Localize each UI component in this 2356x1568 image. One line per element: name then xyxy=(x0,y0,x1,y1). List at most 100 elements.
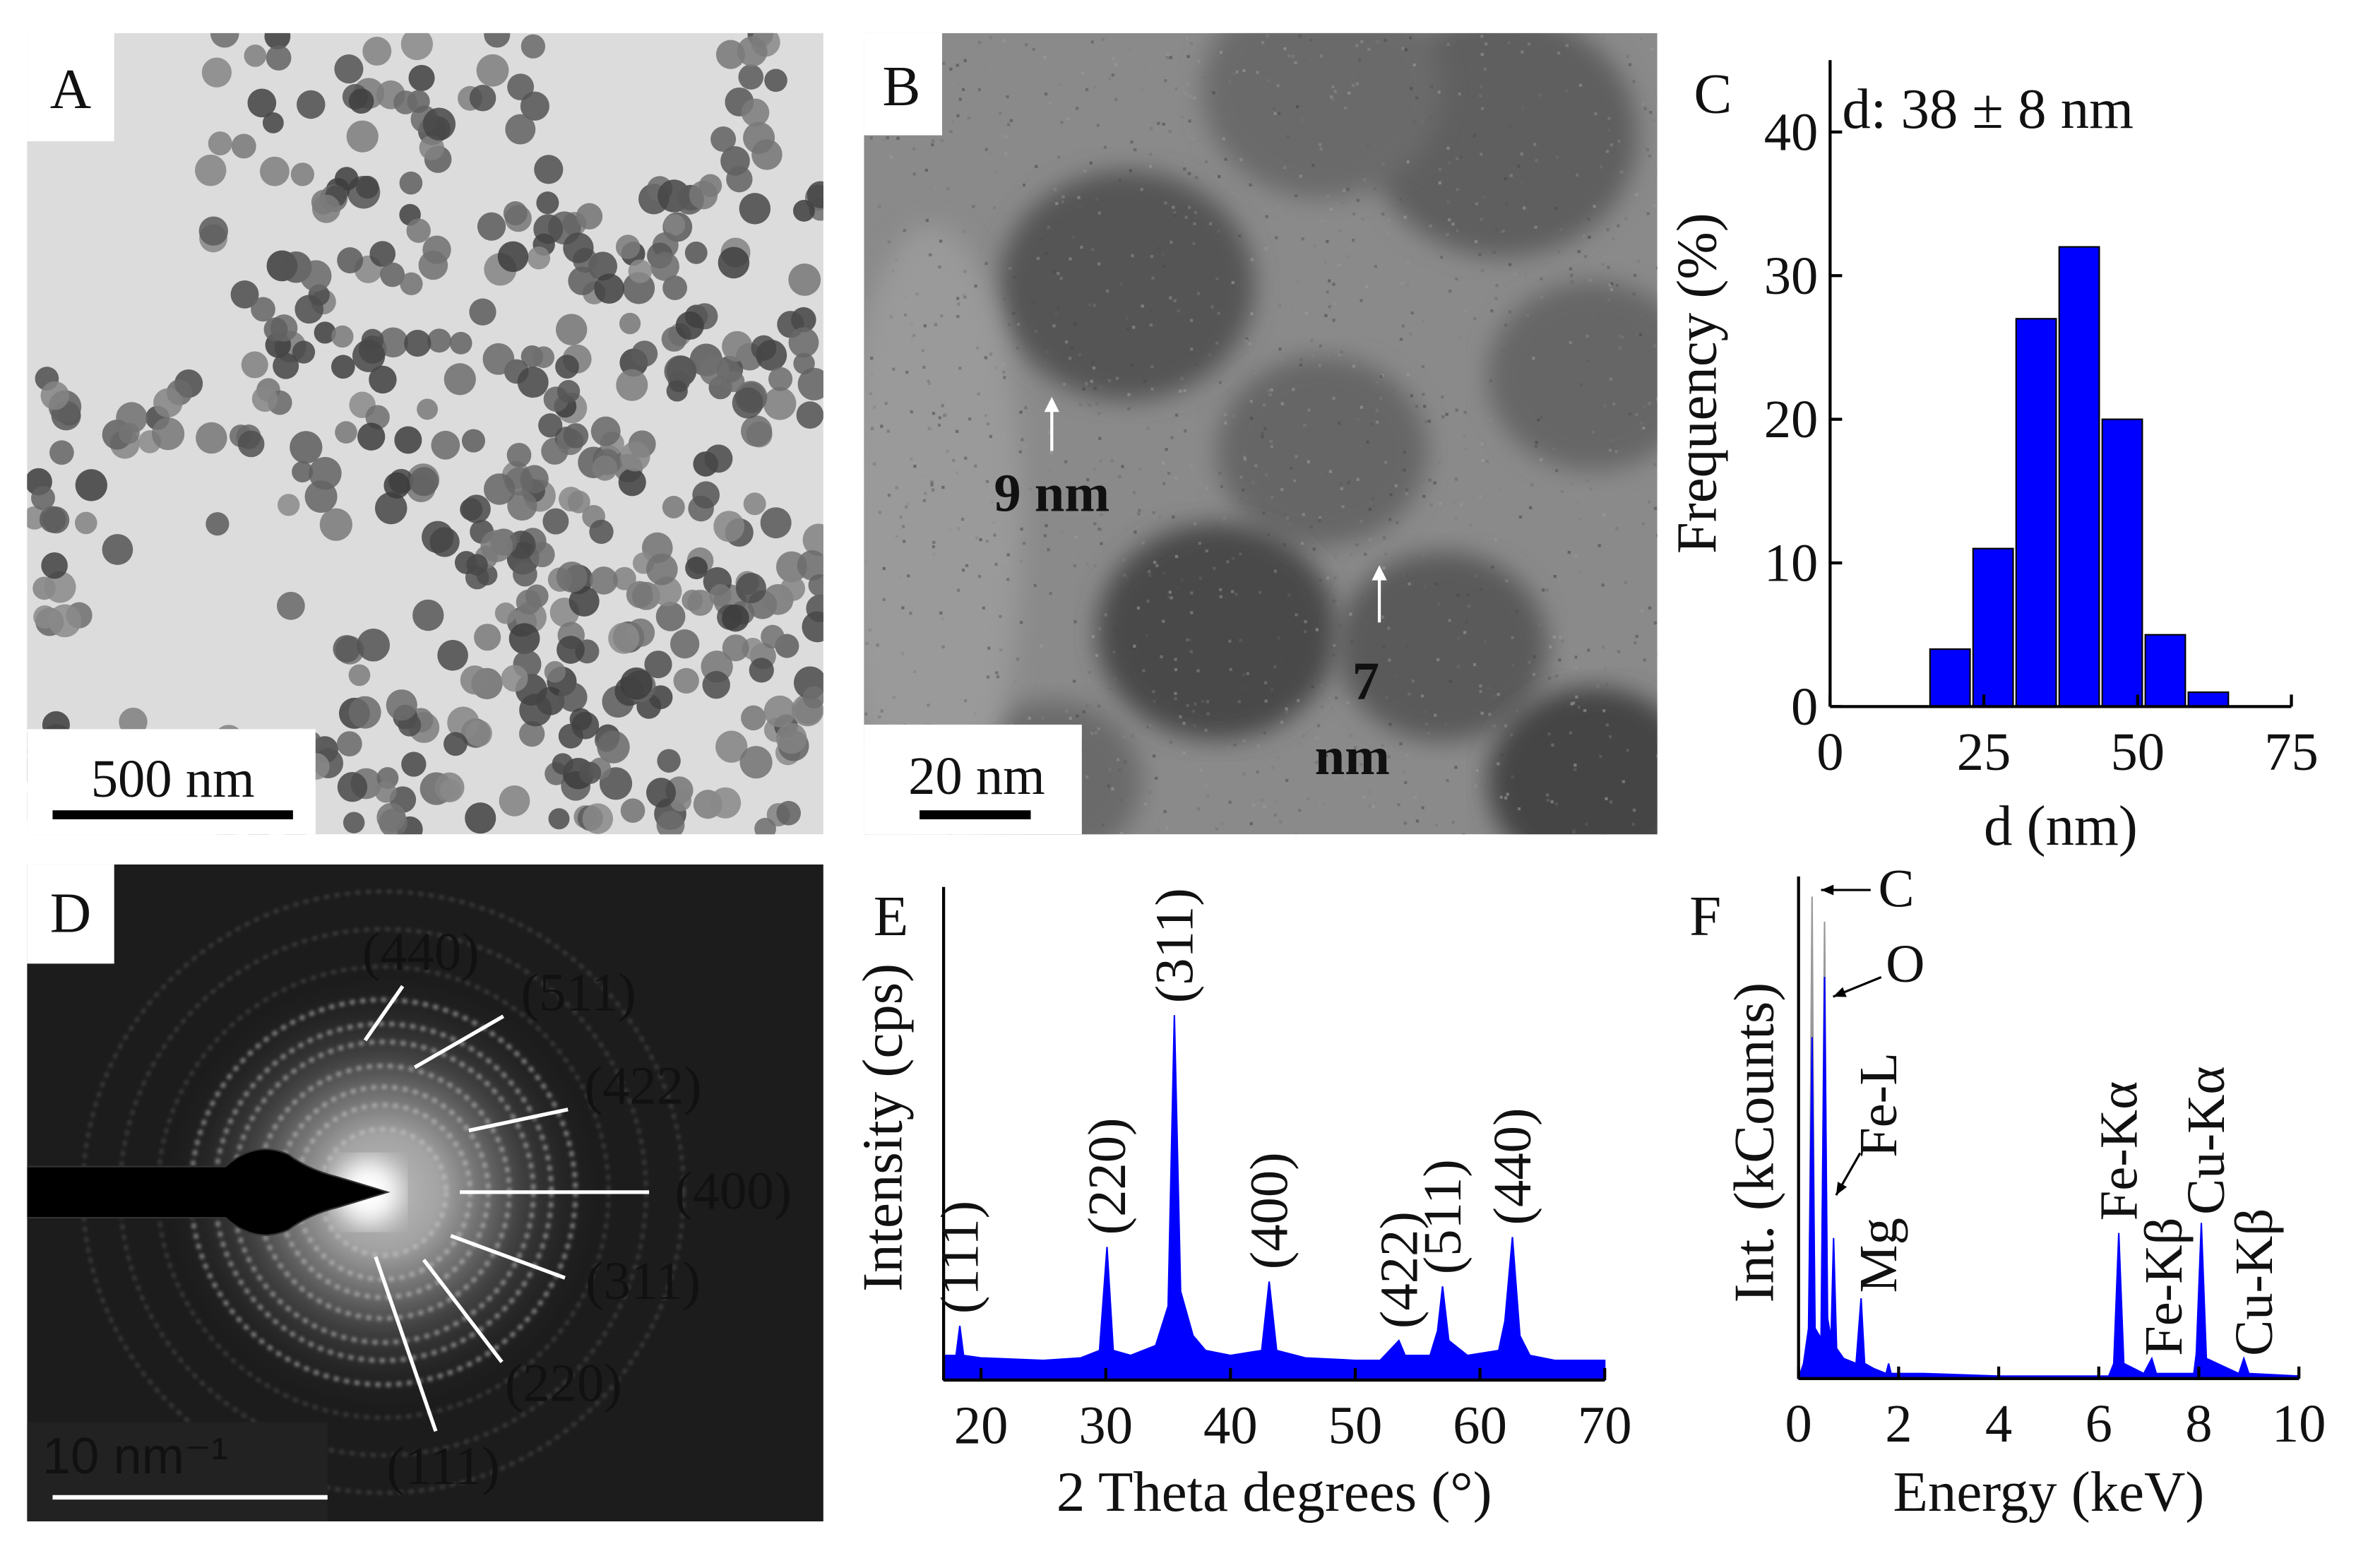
particle xyxy=(507,490,537,521)
texture xyxy=(995,200,999,203)
texture xyxy=(884,401,888,405)
texture xyxy=(1239,639,1242,642)
texture xyxy=(1208,353,1212,357)
texture xyxy=(1216,787,1220,790)
texture xyxy=(1615,527,1619,530)
texture xyxy=(1338,422,1341,425)
texture xyxy=(1492,251,1496,254)
texture xyxy=(1189,319,1194,322)
texture xyxy=(1466,593,1470,597)
texture xyxy=(1052,324,1056,328)
texture xyxy=(947,463,951,466)
texture xyxy=(1333,302,1337,306)
texture xyxy=(1205,487,1209,490)
texture xyxy=(990,500,994,504)
texture xyxy=(1391,540,1395,543)
particle xyxy=(444,363,476,396)
texture xyxy=(1338,624,1342,627)
texture xyxy=(1638,333,1642,336)
particle xyxy=(244,44,267,67)
texture xyxy=(1636,259,1641,263)
texture xyxy=(1357,360,1362,363)
texture xyxy=(1540,295,1544,299)
bar xyxy=(2187,691,2230,708)
texture xyxy=(1193,222,1196,225)
texture xyxy=(1127,407,1131,410)
texture xyxy=(1480,107,1485,110)
texture xyxy=(1497,692,1500,696)
texture xyxy=(1280,402,1284,405)
texture xyxy=(1421,806,1424,809)
particle xyxy=(334,167,359,191)
texture xyxy=(1093,85,1097,89)
x-tick-label: 10 xyxy=(2272,1394,2326,1454)
annotation: nm xyxy=(1315,726,1390,786)
texture xyxy=(943,621,946,624)
particle xyxy=(715,730,748,763)
texture xyxy=(1403,821,1407,825)
texture xyxy=(1254,687,1258,691)
texture xyxy=(1297,742,1302,746)
scale-bar-label: 20 nm xyxy=(908,746,1045,806)
texture xyxy=(870,372,874,376)
texture xyxy=(1268,393,1272,396)
texture xyxy=(1148,153,1153,156)
texture xyxy=(1572,701,1576,705)
texture xyxy=(1424,710,1427,713)
texture xyxy=(1319,143,1322,146)
particle xyxy=(780,576,806,601)
texture xyxy=(1612,237,1615,241)
bar xyxy=(2101,418,2143,708)
texture xyxy=(1635,332,1638,336)
texture xyxy=(1403,215,1407,219)
texture xyxy=(1155,776,1158,780)
texture xyxy=(1228,800,1232,804)
texture xyxy=(1179,389,1182,393)
texture xyxy=(1438,337,1442,340)
texture xyxy=(1041,716,1045,720)
texture xyxy=(1080,245,1083,249)
texture xyxy=(1196,807,1201,811)
particle xyxy=(620,798,645,823)
texture xyxy=(1134,530,1137,534)
texture xyxy=(1179,715,1182,719)
particle xyxy=(362,37,392,66)
texture xyxy=(1205,549,1208,553)
texture xyxy=(1095,653,1099,658)
texture xyxy=(1275,236,1278,239)
texture xyxy=(1466,106,1470,110)
texture xyxy=(1554,802,1558,806)
texture xyxy=(1152,689,1155,694)
texture xyxy=(1273,665,1277,669)
particle xyxy=(480,530,513,562)
texture xyxy=(1555,469,1559,473)
annotation: 7 xyxy=(1352,651,1379,711)
texture xyxy=(1351,238,1355,242)
texture xyxy=(1440,718,1444,722)
texture xyxy=(864,712,868,716)
texture xyxy=(912,147,916,151)
texture xyxy=(1172,787,1175,791)
texture xyxy=(1634,641,1637,645)
texture xyxy=(1421,120,1424,124)
texture xyxy=(1277,636,1280,640)
scale-bar-label: 500 nm xyxy=(91,749,255,809)
x-tick-label: 0 xyxy=(1785,1394,1812,1454)
particle xyxy=(75,469,107,501)
texture xyxy=(1127,393,1131,396)
particle xyxy=(760,507,792,539)
texture xyxy=(1408,692,1411,696)
texture xyxy=(924,168,928,172)
texture xyxy=(1196,44,1199,48)
texture xyxy=(928,661,932,665)
texture xyxy=(1088,495,1092,499)
texture xyxy=(895,571,899,575)
texture xyxy=(1355,44,1359,47)
texture xyxy=(1464,447,1468,451)
texture xyxy=(1262,403,1266,407)
texture xyxy=(1069,716,1072,720)
annotation: d: 38 ± 8 nm xyxy=(1842,78,2134,141)
texture xyxy=(1415,96,1419,100)
texture xyxy=(1333,576,1337,580)
texture xyxy=(1174,691,1177,695)
